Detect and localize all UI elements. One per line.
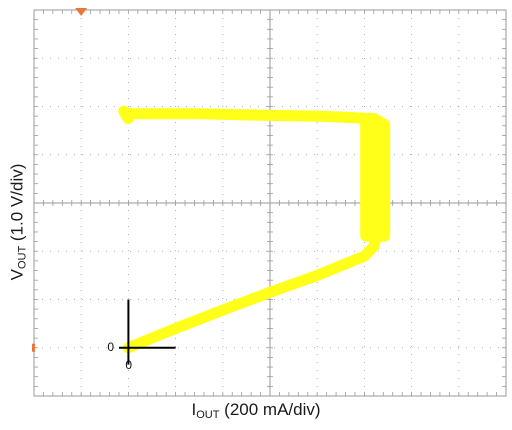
xy-trace-chart: [32, 8, 507, 397]
trace-series: [118, 105, 391, 354]
origin-x-label: 0: [125, 357, 133, 372]
trace-path: [118, 105, 385, 354]
trace-band: [360, 118, 391, 242]
trigger-marker-icon: [75, 8, 88, 16]
x-axis-label: IOUT (200 mA/div): [191, 400, 321, 421]
graticule: [32, 8, 507, 397]
ground-marker-icon: [32, 343, 35, 352]
origin-marker: [118, 299, 176, 365]
origin-y-label: 0: [107, 339, 115, 354]
